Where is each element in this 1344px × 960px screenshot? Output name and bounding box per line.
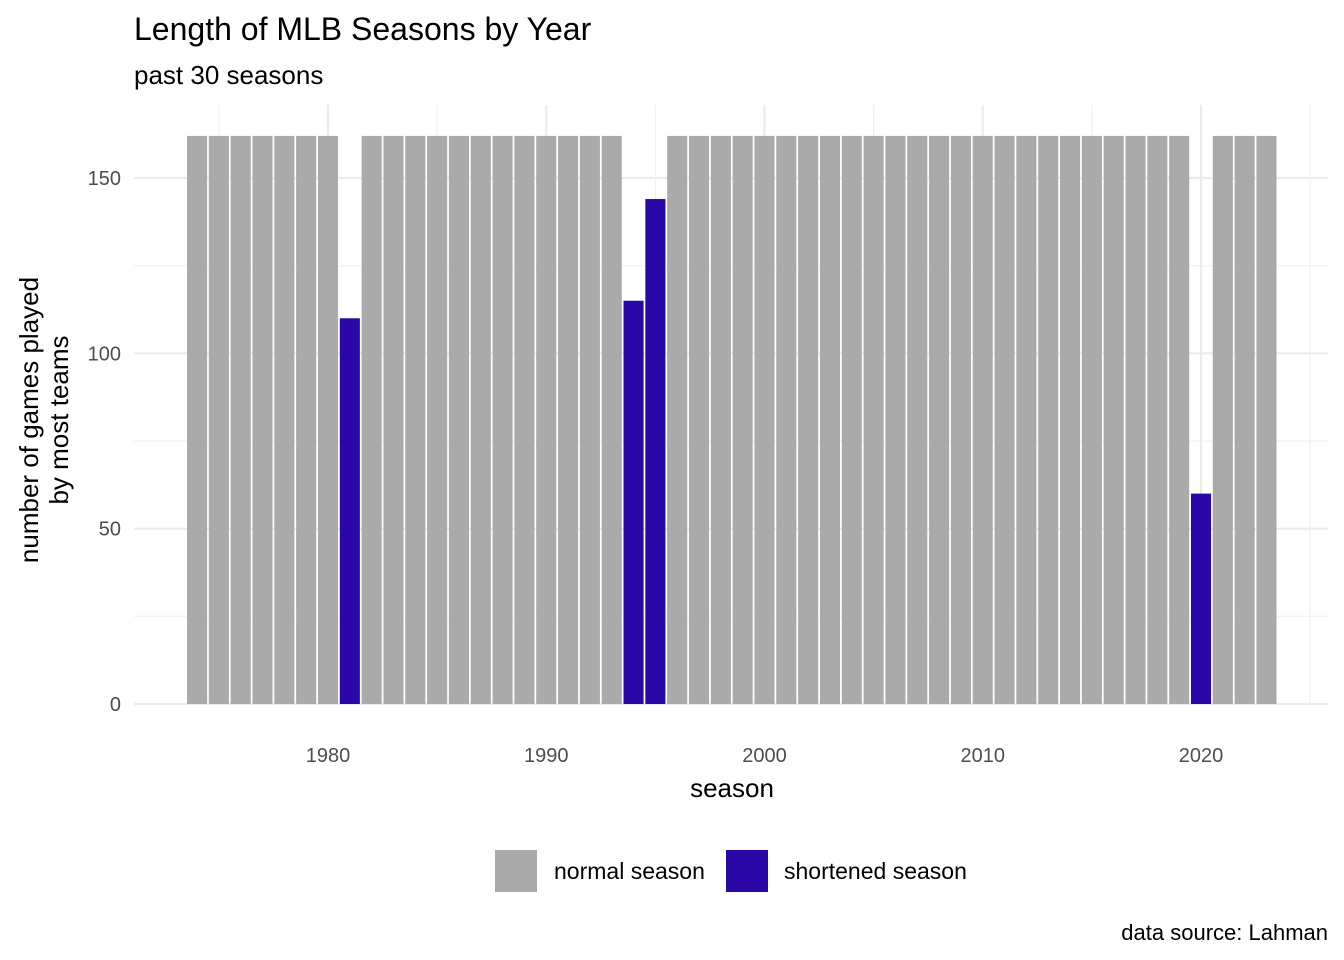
chart-subtitle: past 30 seasons <box>134 60 323 90</box>
bar-2021 <box>1212 135 1233 705</box>
bar-1981 <box>339 318 360 704</box>
bar-2012 <box>1016 135 1037 705</box>
legend: normal season shortened season <box>495 850 967 892</box>
bar-2015 <box>1081 135 1102 705</box>
bar-1978 <box>274 135 295 705</box>
bar-2007 <box>907 135 928 705</box>
bar-2006 <box>885 135 906 705</box>
bar-1999 <box>732 135 753 705</box>
bar-2016 <box>1103 135 1124 705</box>
legend-swatch-shortened <box>726 850 768 892</box>
bar-2013 <box>1038 135 1059 705</box>
bar-2019 <box>1169 135 1190 705</box>
bar-2000 <box>754 135 775 705</box>
y-tick-label: 150 <box>88 168 121 190</box>
bar-2017 <box>1125 135 1146 705</box>
bar-1974 <box>187 135 208 705</box>
x-tick-label: 2000 <box>742 745 787 767</box>
bar-2009 <box>950 135 971 705</box>
bar-2014 <box>1060 135 1081 705</box>
y-axis-title-line-1: number of games played <box>14 277 44 563</box>
y-axis-title: number of games played by most teams <box>14 277 74 563</box>
y-axis-title-line-2: by most teams <box>44 335 74 504</box>
bar-2010 <box>972 135 993 705</box>
x-axis-title: season <box>690 773 774 803</box>
bar-1985 <box>427 135 448 705</box>
bar-2004 <box>841 135 862 705</box>
bar-2008 <box>929 135 950 705</box>
caption: data source: Lahman <box>1121 920 1328 945</box>
y-tick-label: 100 <box>88 343 121 365</box>
bar-1984 <box>405 135 426 705</box>
bar-2001 <box>776 135 797 705</box>
bar-1993 <box>601 135 622 705</box>
bar-1996 <box>667 135 688 705</box>
bar-1975 <box>208 135 229 705</box>
legend-label-normal: normal season <box>554 858 705 884</box>
x-tick-label: 2010 <box>961 745 1006 767</box>
bar-2023 <box>1256 135 1277 705</box>
bar-1990 <box>536 135 557 705</box>
x-tick-label: 2020 <box>1179 745 1224 767</box>
bar-1986 <box>448 135 469 705</box>
bar-1992 <box>579 135 600 705</box>
y-tick-label: 0 <box>110 694 121 716</box>
bar-1989 <box>514 135 535 705</box>
bar-2020 <box>1190 493 1212 704</box>
bar-2011 <box>994 135 1015 705</box>
bar-1997 <box>688 135 710 705</box>
bar-1987 <box>470 135 491 705</box>
chart-title: Length of MLB Seasons by Year <box>134 11 592 47</box>
bar-1983 <box>383 135 404 705</box>
x-tick-label: 1990 <box>524 745 569 767</box>
bar-2005 <box>863 135 884 705</box>
bar-1991 <box>558 135 579 705</box>
bar-2003 <box>819 135 841 705</box>
x-tick-label: 1980 <box>306 745 351 767</box>
bar-1977 <box>252 135 273 705</box>
bars <box>187 135 1277 705</box>
bar-1979 <box>296 135 317 705</box>
bar-1976 <box>230 135 251 705</box>
bar-1982 <box>361 135 382 705</box>
axes: 0 50 100 150 1980 1990 2000 2010 2020 <box>88 168 1224 767</box>
bar-1994 <box>623 300 644 704</box>
bar-1998 <box>710 135 731 705</box>
legend-label-shortened: shortened season <box>784 858 967 884</box>
bar-2022 <box>1234 135 1255 705</box>
bar-2018 <box>1147 135 1168 705</box>
legend-swatch-normal <box>495 850 537 892</box>
bar-1980 <box>317 135 339 705</box>
bar-1988 <box>492 135 513 705</box>
bar-1995 <box>645 199 666 705</box>
bar-2002 <box>798 135 819 705</box>
y-tick-label: 50 <box>99 519 121 541</box>
